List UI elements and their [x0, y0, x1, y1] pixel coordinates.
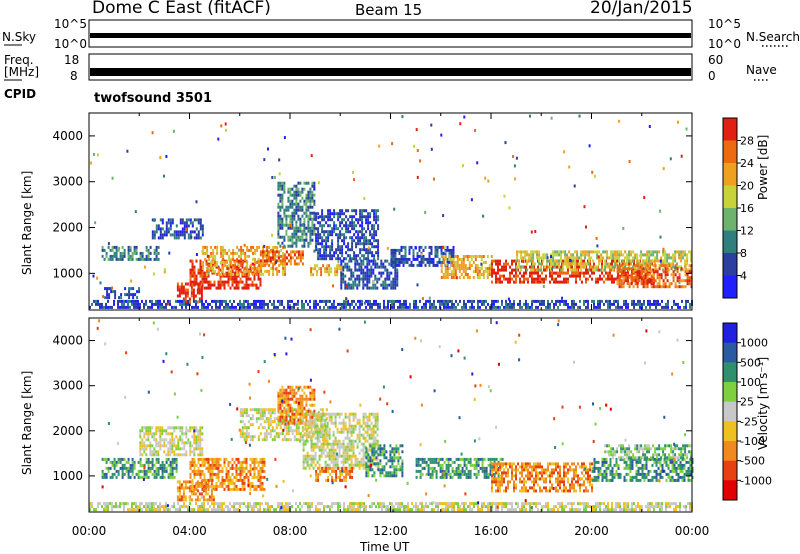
power-colorbar-swatch: [723, 253, 737, 276]
velocity-colorbar-tick: 1000: [740, 337, 768, 350]
power-colorbar-swatch: [723, 118, 737, 141]
velocity-band: [139, 426, 204, 457]
freq-panel: [88, 53, 693, 81]
velocity-colorbar-tick: -25: [740, 415, 758, 428]
power-scatter: [90, 114, 688, 310]
velocity-panel: 1000 2000 3000 4000: [52, 317, 694, 513]
time-tick-label: 20:00: [574, 524, 609, 538]
power-colorbar-swatch: [723, 208, 737, 231]
power-band: [89, 299, 693, 309]
power-band: [151, 218, 204, 240]
freq-tick-top: 18: [64, 53, 80, 67]
power-band: [340, 259, 399, 290]
time-axis-label: Time UT: [360, 540, 410, 554]
time-tick-label: 08:00: [273, 524, 308, 538]
velocity-band: [189, 457, 266, 491]
station-title: Dome C East (fitACF): [92, 0, 271, 18]
velocity-colorbar-swatch: [723, 382, 737, 403]
power-colorbar-swatch: [723, 230, 737, 254]
power-colorbar-swatch: [723, 140, 737, 164]
nsearch-tick-top: 10^5: [708, 17, 741, 31]
velocity-band: [101, 457, 178, 479]
time-tick-label: 04:00: [172, 524, 207, 538]
nave-tick-top: 60: [708, 53, 724, 67]
velocity-colorbar-swatch: [723, 323, 737, 344]
velocity-colorbar-swatch: [723, 460, 737, 481]
power-colorbar: 28 24 20 16 12 8 4: [722, 117, 754, 299]
time-tick-label: 00:00: [675, 524, 710, 538]
nsky-tick-bottom: 10^0: [54, 37, 87, 51]
power-colorbar-tick: 20: [740, 180, 754, 193]
velocity-colorbar-swatch: [723, 342, 737, 363]
velocity-colorbar-tick: -100: [740, 435, 765, 448]
power-colorbar-swatch: [723, 163, 737, 186]
power-colorbar-swatch: [723, 275, 737, 299]
velocity-colorbar-swatch: [723, 362, 737, 383]
power-band: [104, 287, 141, 300]
power-colorbar-tick: 8: [740, 247, 747, 260]
power-band: [259, 250, 304, 266]
power-ytick-label: 1000: [52, 266, 83, 280]
freq-unit: [MHz]: [4, 65, 40, 79]
power-band: [616, 264, 693, 289]
power-ytick-label: 2000: [52, 221, 83, 235]
date-label: 20/Jan/2015: [590, 0, 693, 18]
velocity-colorbar-swatch: [723, 421, 737, 442]
power-ytick-label: 3000: [52, 175, 83, 189]
velocity-colorbar-tick: -1000: [740, 474, 772, 487]
freq-trace: [90, 68, 691, 76]
nsky-tick-top: 10^5: [54, 17, 87, 31]
time-axis: 00:00 04:00 08:00 12:00 16:00 20:00 00:00: [72, 524, 710, 538]
velocity-band: [604, 444, 693, 460]
velocity-scatter: [96, 319, 686, 513]
power-colorbar-tick: 28: [740, 135, 754, 148]
power-panel: 1000 2000 3000 4000: [52, 112, 693, 311]
velocity-ytick-label: 4000: [52, 334, 83, 348]
freq-tick-bottom: 8: [70, 69, 78, 83]
cpid-value: twofsound 3501: [94, 91, 213, 106]
velocity-colorbar-swatch: [723, 480, 737, 501]
power-band: [315, 209, 380, 261]
power-band: [101, 245, 160, 261]
velocity-colorbar-tick: 25: [740, 396, 754, 409]
power-colorbar-tick: 16: [740, 202, 754, 215]
beam-label: Beam 15: [355, 1, 423, 19]
nsky-trace: [90, 33, 691, 38]
nsearch-tick-bottom: 10^0: [708, 37, 741, 51]
velocity-ytick-label: 3000: [52, 379, 83, 393]
time-tick-label: 12:00: [373, 524, 408, 538]
velocity-colorbar: 1000 500 100 25 -25 -100 -500 -1000: [722, 322, 772, 501]
power-colorbar-swatch: [723, 185, 737, 209]
velocity-colorbar-tick: 100: [740, 376, 761, 389]
power-colorbar-tick: 24: [740, 157, 754, 170]
power-colorbar-tick: 4: [740, 270, 747, 283]
velocity-band: [89, 502, 693, 512]
nsearch-label: N.Search: [746, 30, 800, 44]
velocity-band: [315, 466, 354, 482]
power-band: [277, 181, 316, 248]
freq-label: Freq.: [4, 53, 34, 67]
velocity-ytick-label: 2000: [52, 424, 83, 438]
velocity-colorbar-swatch: [723, 441, 737, 462]
nave-tick-bottom: 0: [708, 69, 716, 83]
velocity-colorbar-tick: 500: [740, 356, 761, 369]
velocity-colorbar-tick: -500: [740, 455, 765, 468]
power-colorbar-tick: 12: [740, 225, 754, 238]
nsky-panel: [88, 19, 693, 48]
cpid-label: CPID: [4, 87, 37, 101]
velocity-band: [491, 462, 593, 493]
nsky-label: N.Sky: [2, 30, 37, 44]
time-tick-label: 00:00: [72, 524, 107, 538]
nave-label: Nave: [746, 63, 777, 77]
velocity-colorbar-swatch: [723, 401, 737, 422]
power-ytick-label: 4000: [52, 129, 83, 143]
velocity-band: [365, 444, 404, 478]
velocity-band: [277, 385, 316, 425]
velocity-ytick-label: 1000: [52, 469, 83, 483]
time-tick-label: 16:00: [474, 524, 509, 538]
